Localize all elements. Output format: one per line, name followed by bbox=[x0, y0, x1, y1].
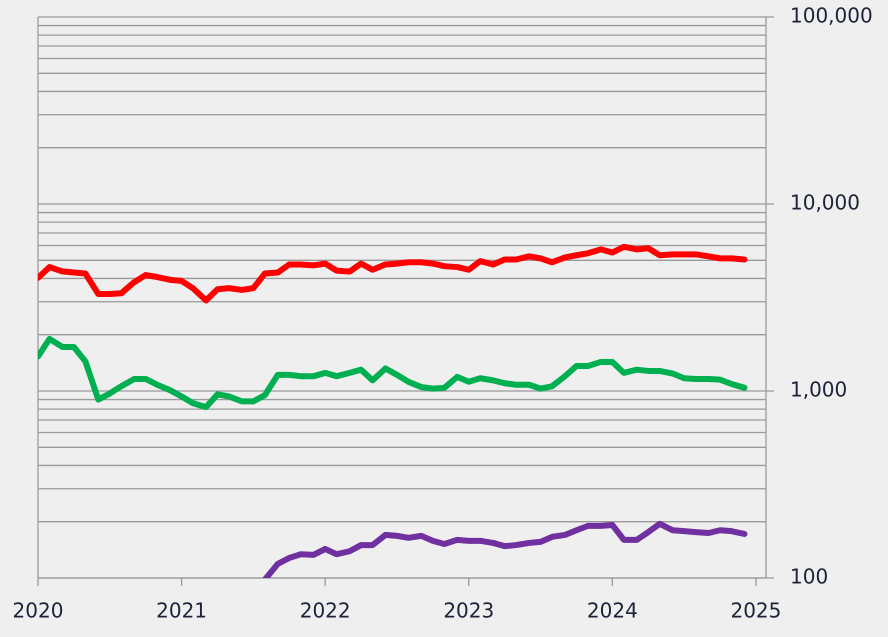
series-line bbox=[38, 335, 748, 411]
x-tick-label: 2024 bbox=[587, 599, 638, 623]
y-tick-label: 100 bbox=[790, 565, 828, 589]
x-tick-label: 2023 bbox=[443, 599, 494, 623]
series-line bbox=[38, 243, 748, 304]
series-line bbox=[262, 520, 748, 578]
x-tick-label: 2022 bbox=[300, 599, 351, 623]
labels: 100 1,000 10,000 100,000 2020 2021 2022 2023 202… bbox=[13, 4, 873, 623]
x-tick-label: 2020 bbox=[13, 599, 64, 623]
y-tick-label: 100,000 bbox=[790, 4, 873, 28]
grid bbox=[37, 16, 774, 586]
x-tick-label: 2021 bbox=[156, 599, 207, 623]
x-tick-label: 2025 bbox=[730, 599, 781, 623]
y-tick-label: 1,000 bbox=[790, 378, 847, 402]
y-tick-label: 10,000 bbox=[790, 191, 860, 215]
lines bbox=[38, 243, 748, 578]
